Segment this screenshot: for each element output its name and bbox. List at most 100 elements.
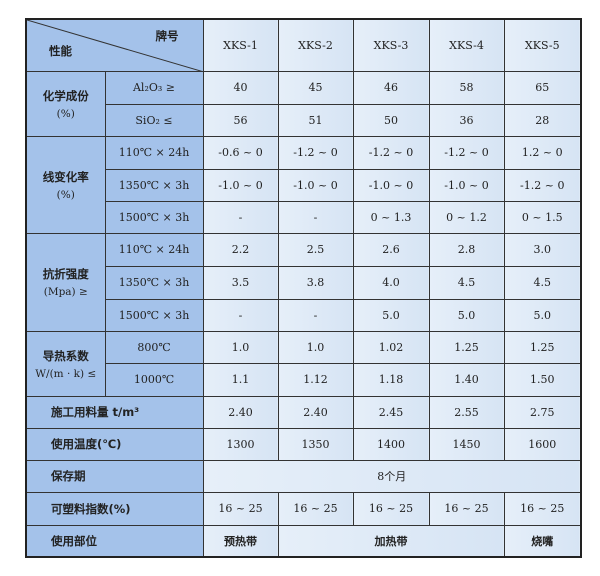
grade-header: XKS-3: [352, 18, 430, 72]
condition-label: 1000℃: [104, 362, 204, 397]
shelf-value: 8个月: [202, 459, 582, 493]
value-cell: 2.8: [428, 232, 505, 267]
condition-label: 1500℃ × 3h: [104, 200, 204, 234]
group-title: 化学成份: [42, 88, 89, 103]
value-cell: 28: [503, 103, 582, 137]
table-row: 化学成份 (%) Al₂O₃ ≥40 45 46 58 65: [25, 70, 582, 137]
value-cell: 2.5: [277, 232, 354, 267]
value-cell: -1.2 ~ 0: [428, 135, 505, 170]
value-cell: 1450: [428, 427, 505, 461]
grade-header: XKS-1: [202, 18, 279, 72]
table-row: 可塑料指数(%) 16 ~ 25 16 ~ 25 16 ~ 25 16 ~ 25 16 ~…: [25, 491, 582, 526]
table-row: 1500℃ × 3h - -0 ~ 1.3 0 ~ 1.2 0 ~ 1.5: [26, 200, 582, 234]
value-cell: 2.45: [352, 395, 430, 429]
location-value: 烧嘴: [503, 524, 582, 558]
table-row: 线变化率 (%) 110℃ × 24h -0.6 ~ 0 -1.2 ~ 0 -1.2 ~ …: [25, 135, 582, 234]
value-cell: 16 ~ 25: [352, 491, 430, 526]
table-row: 抗折强度 (Mpa) ≥ 110℃ × 24h 2.2 2.5 2.6 2.8 3.0: [25, 232, 582, 332]
usage_amount-label: 施工用料量 t/m³: [25, 395, 204, 429]
value-cell: 0 ~ 1.5: [503, 200, 582, 234]
value-cell: -1.0 ~ 0: [352, 168, 430, 202]
table-row: 1000℃ 1.1 1.12 1.18 1.40 1.50: [26, 362, 582, 397]
value-cell: 5.0: [503, 298, 582, 332]
value-cell: 45: [277, 70, 354, 105]
group-title: 导热系数: [42, 348, 89, 363]
value-cell: 40: [202, 70, 279, 105]
value-cell: 2.40: [277, 395, 354, 429]
condition-label: Al₂O₃ ≥: [104, 70, 204, 105]
corner-header-cell: 牌号 性能: [25, 18, 204, 72]
condition-label: 110℃ × 24h: [104, 135, 204, 170]
table-row: 牌号 性能 XKS-1 XKS-2 XKS-3 XKS-4 XKS-5: [25, 18, 582, 72]
location-value: 预热带: [202, 524, 279, 558]
table-row: 保存期 8个月: [25, 459, 582, 493]
value-cell: 3.5: [202, 265, 279, 300]
value-cell: 1.18: [352, 362, 430, 397]
value-cell: -1.2 ~ 0: [352, 135, 430, 170]
value-cell: 5.0: [352, 298, 430, 332]
condition-label: 110℃ × 24h: [104, 232, 204, 267]
value-cell: 2.2: [202, 232, 279, 267]
value-cell: 1350: [277, 427, 354, 461]
value-cell: 2.40: [202, 395, 279, 429]
value-cell: 36: [428, 103, 505, 137]
properties-table: 牌号 性能 XKS-1 XKS-2 XKS-3 XKS-4 XKS-5 化学成份 (%) Al₂O…: [25, 18, 582, 558]
value-cell: -1.2 ~ 0: [503, 168, 582, 202]
value-cell: 3.0: [503, 232, 582, 267]
value-cell: 4.5: [503, 265, 582, 300]
value-cell: 58: [428, 70, 505, 105]
value-cell: 1.25: [428, 330, 505, 364]
location-value: 加热带: [277, 524, 505, 558]
value-cell: 4.0: [352, 265, 430, 300]
location-label: 使用部位: [25, 524, 204, 558]
value-cell: 1.12: [277, 362, 354, 397]
value-cell: 1.50: [503, 362, 582, 397]
plastic-label: 可塑料指数(%): [25, 491, 204, 526]
value-cell: 65: [503, 70, 582, 105]
property-label: 性能: [49, 43, 72, 58]
shelf-label: 保存期: [25, 459, 204, 493]
value-cell: 1.40: [428, 362, 505, 397]
grade-header: XKS-5: [503, 18, 582, 72]
value-cell: -: [202, 298, 279, 332]
value-cell: 16 ~ 25: [277, 491, 354, 526]
value-cell: -: [202, 200, 279, 234]
value-cell: 1.25: [503, 330, 582, 364]
thermal-group-label: 导热系数 W/(m · k) ≤: [25, 330, 106, 397]
group-title: 线变化率: [42, 169, 89, 184]
value-cell: 2.75: [503, 395, 582, 429]
value-cell: 1.0: [277, 330, 354, 364]
value-cell: 2.55: [428, 395, 505, 429]
value-cell: 1300: [202, 427, 279, 461]
diagonal-divider: [27, 20, 204, 72]
table-row: 1500℃ × 3h - -5.0 5.0 5.0: [26, 298, 582, 332]
value-cell: 2.6: [352, 232, 430, 267]
value-cell: -1.0 ~ 0: [202, 168, 279, 202]
table-row: 1350℃ × 3h 3.5 3.8 4.0 4.5 4.5: [26, 265, 582, 300]
linear-group-label: 线变化率 (%): [25, 135, 106, 234]
group-unit: (Mpa) ≥: [43, 286, 88, 298]
group-unit: (%): [56, 107, 75, 120]
condition-label: SiO₂ ≤: [104, 103, 204, 137]
value-cell: 5.0: [428, 298, 505, 332]
condition-label: 1500℃ × 3h: [104, 298, 204, 332]
value-cell: 0 ~ 1.3: [352, 200, 430, 234]
value-cell: 1400: [352, 427, 430, 461]
flex-group-label: 抗折强度 (Mpa) ≥: [25, 232, 106, 332]
value-cell: -1.0 ~ 0: [428, 168, 505, 202]
value-cell: 16 ~ 25: [202, 491, 279, 526]
table-row: 施工用料量 t/m³ 2.40 2.40 2.45 2.55 2.75: [25, 395, 582, 429]
value-cell: 46: [352, 70, 430, 105]
chem-group-label: 化学成份 (%): [25, 70, 106, 137]
grade-header: XKS-4: [428, 18, 505, 72]
value-cell: 56: [202, 103, 279, 137]
table-row: 导热系数 W/(m · k) ≤800℃ 1.0 1.0 1.02 1.25 1.25: [25, 330, 582, 397]
value-cell: -1.0 ~ 0: [277, 168, 354, 202]
value-cell: -: [277, 298, 354, 332]
value-cell: 1600: [503, 427, 582, 461]
value-cell: 1.02: [352, 330, 430, 364]
group-unit: W/(m · k) ≤: [35, 367, 97, 380]
condition-label: 1350℃ × 3h: [104, 265, 204, 300]
value-cell: 16 ~ 25: [503, 491, 582, 526]
value-cell: 0 ~ 1.2: [428, 200, 505, 234]
